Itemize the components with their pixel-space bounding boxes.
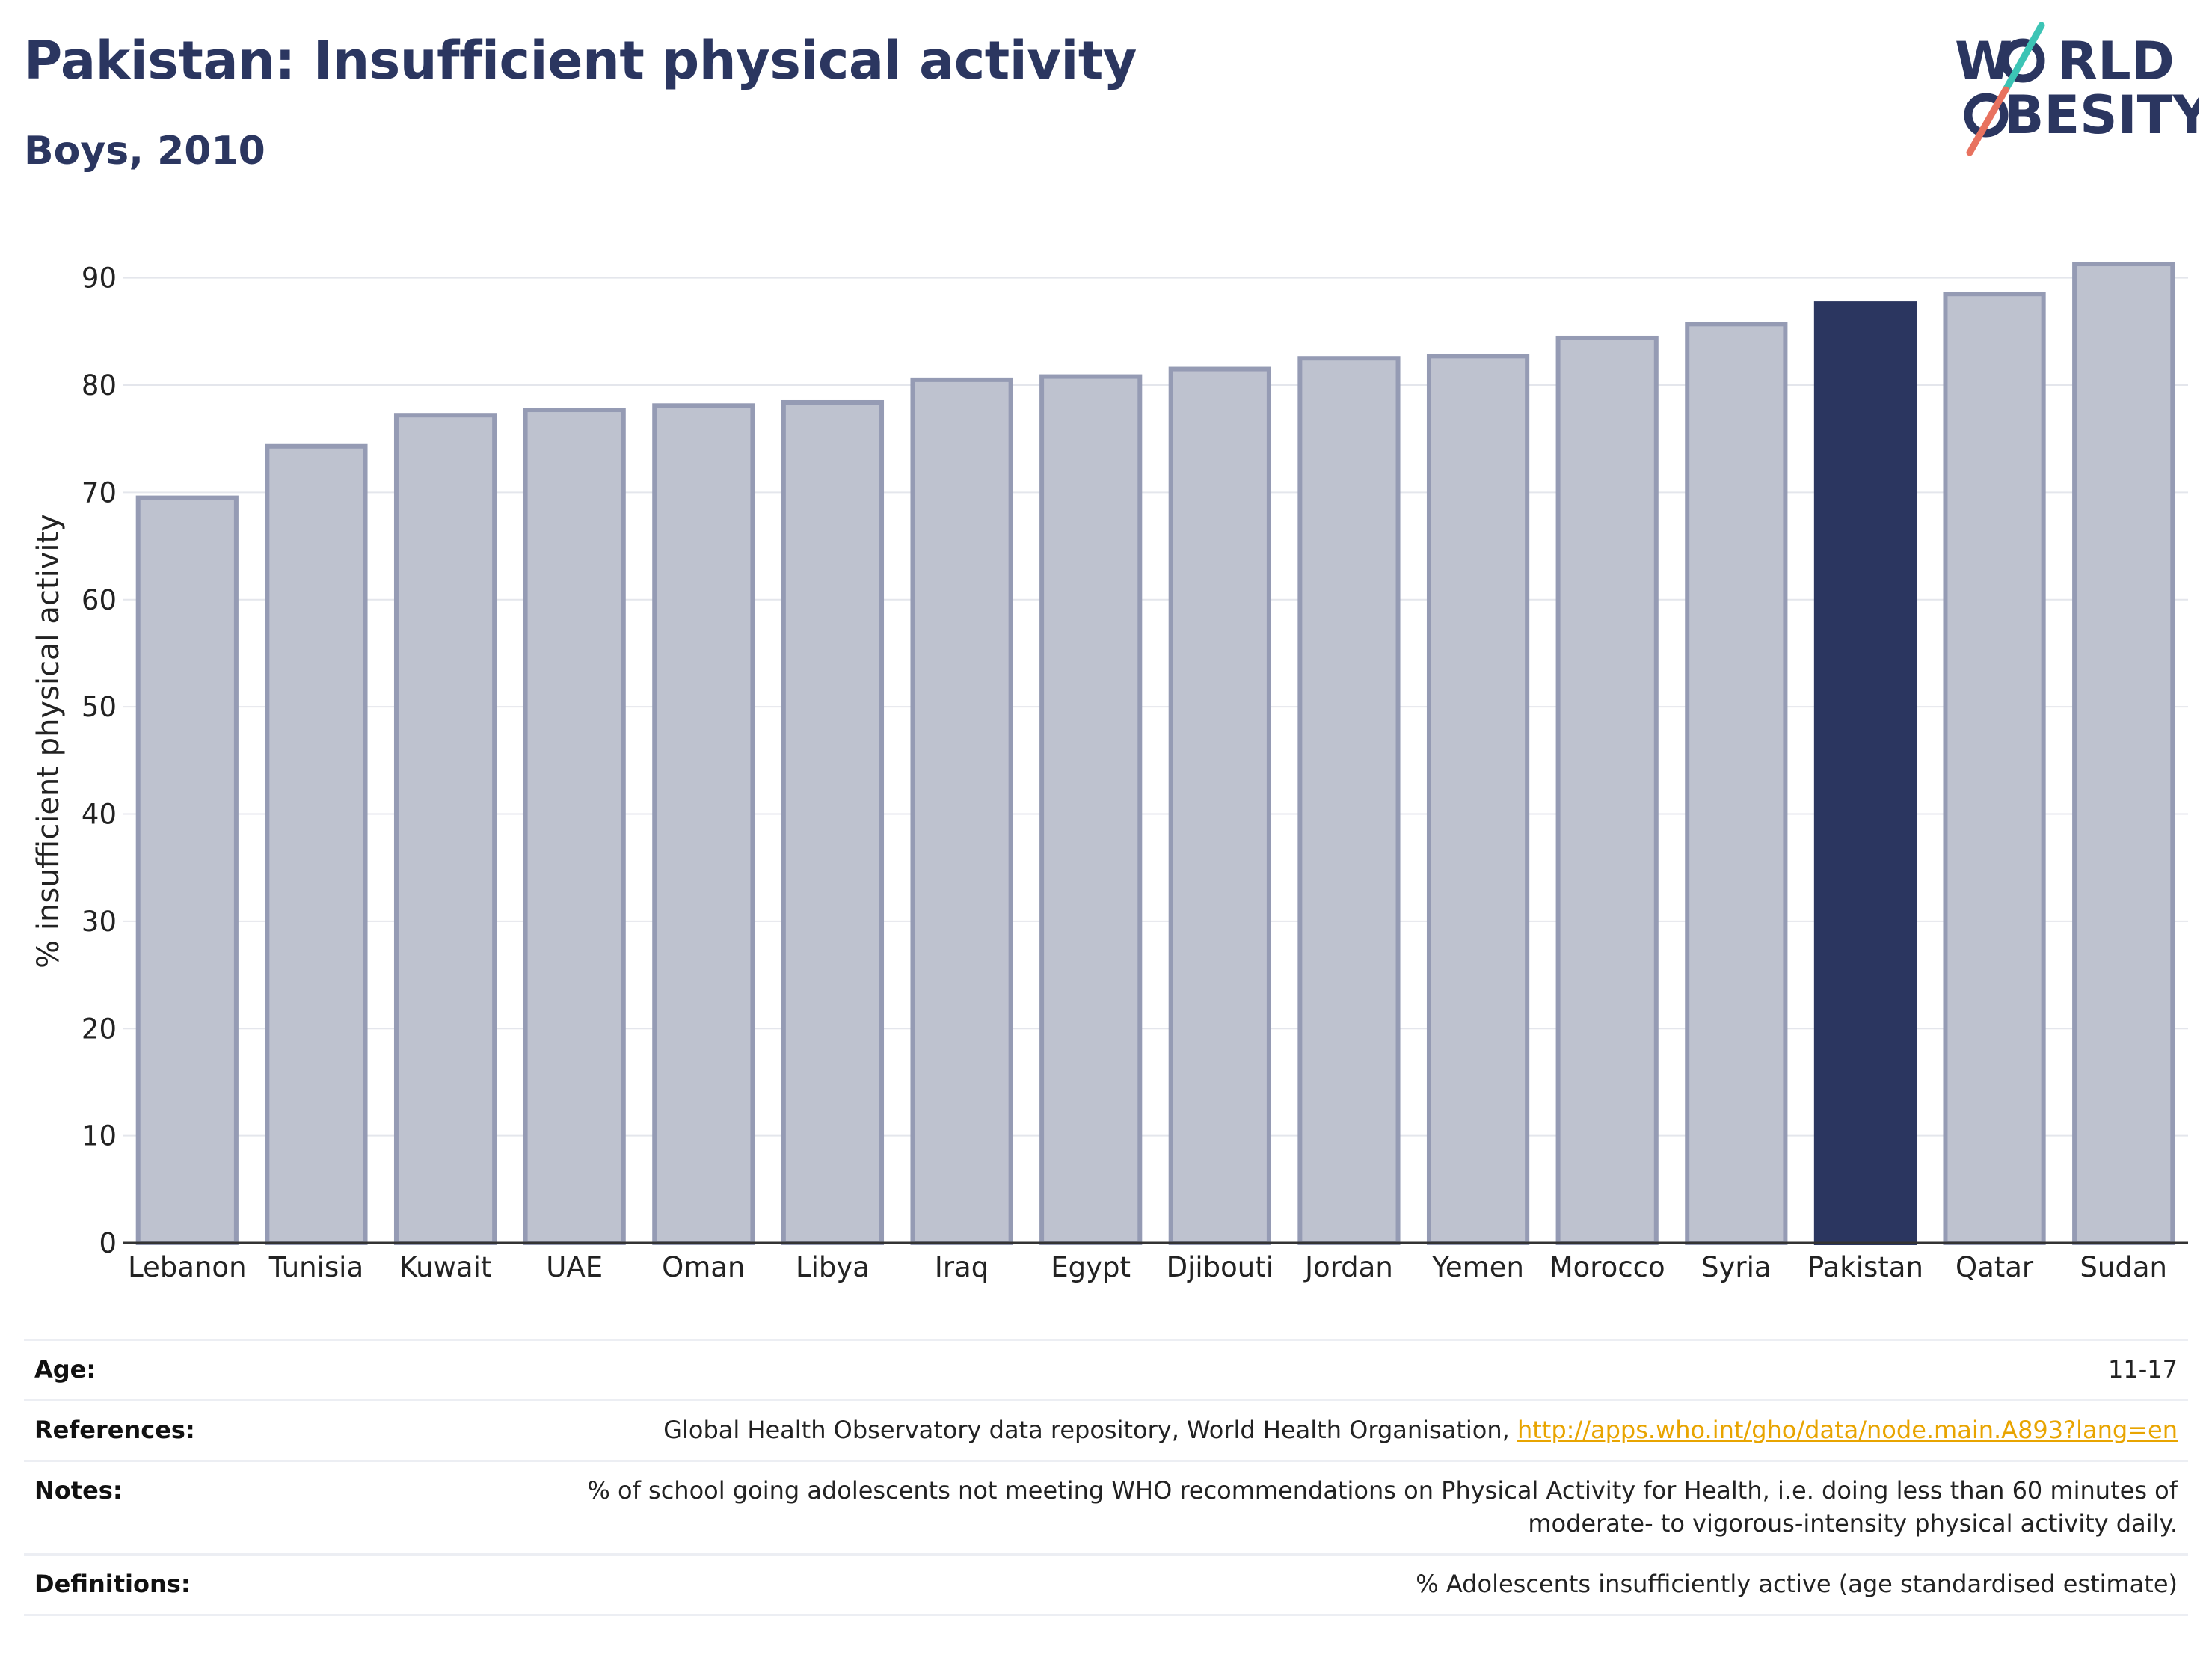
bar-qatar — [1943, 292, 2046, 1246]
logo-slash-teal — [2002, 22, 2045, 93]
x-tick-label: Oman — [662, 1251, 745, 1283]
bar-djibouti — [1168, 366, 1271, 1245]
x-tick-label: Sudan — [2080, 1251, 2167, 1283]
y-tick-label: 20 — [82, 1013, 117, 1045]
logo-slash-coral — [1966, 86, 2009, 156]
page-title: Pakistan: Insufficient physical activity — [24, 30, 1137, 91]
bar-tunisia — [265, 443, 368, 1246]
notes-line-1: % of school going adolescents not meetin… — [587, 1476, 2178, 1505]
x-tick-label: Lebanon — [128, 1251, 246, 1283]
world-obesity-logo: W RLD BESITY — [1955, 22, 2199, 156]
age-value: 11-17 — [2108, 1355, 2178, 1384]
info-row-age: Age: 11-17 — [24, 1339, 2188, 1399]
x-tick-label: Qatar — [1956, 1251, 2034, 1283]
bar-jordan — [1297, 356, 1401, 1245]
references-text: Global Health Observatory data repositor… — [663, 1416, 1517, 1444]
page-subtitle: Boys, 2010 — [24, 129, 265, 174]
x-tick-label: Iraq — [935, 1251, 989, 1283]
info-row-definitions: Definitions: % Adolescents insufficientl… — [24, 1553, 2188, 1616]
logo-o-ring — [2000, 38, 2045, 83]
y-axis-title: % insufficient physical activity — [31, 514, 66, 968]
bar-pakistan — [1813, 301, 1917, 1245]
notes-line-2: moderate- to vigorous-intensity physical… — [1528, 1509, 2178, 1538]
y-tick-labels: 0 10 20 30 40 50 60 70 80 90 — [82, 262, 117, 1259]
notes-value: % of school going adolescents not meetin… — [274, 1474, 2178, 1540]
logo-o-ring-2 — [1964, 93, 2009, 138]
definitions-value: % Adolescents insufficiently active (age… — [1416, 1570, 2178, 1598]
y-tick-label: 30 — [82, 906, 117, 938]
y-tick-label: 10 — [82, 1120, 117, 1152]
bar-libya — [781, 399, 885, 1245]
x-tick-label: Pakistan — [1807, 1251, 1923, 1283]
x-tick-labels: Lebanon Tunisia Kuwait UAE Oman Libya Iraq Egyp… — [128, 1251, 2167, 1283]
x-tick-label: Kuwait — [399, 1251, 492, 1283]
bar-uae — [523, 408, 626, 1245]
y-tick-label: 50 — [82, 691, 117, 723]
logo-text-line2: BESITY — [2004, 85, 2199, 146]
info-row-references: References: Global Health Observatory da… — [24, 1399, 2188, 1460]
y-tick-label: 0 — [99, 1227, 117, 1259]
bar-egypt — [1039, 374, 1143, 1246]
references-label: References: — [34, 1416, 195, 1444]
x-tick-label: Syria — [1701, 1251, 1772, 1283]
bar-syria — [1685, 322, 1788, 1245]
bar-chart: 0 10 20 30 40 50 60 70 80 90 Lebanon Tunisia Kuwait… — [31, 262, 2188, 1283]
x-tick-label: Yemen — [1431, 1251, 1524, 1283]
bar-oman — [652, 403, 755, 1245]
y-tick-label: 80 — [82, 369, 117, 402]
references-link[interactable]: http://apps.who.int/gho/data/node.main.A… — [1517, 1416, 2178, 1444]
info-row-notes: Notes: % of school going adolescents not… — [24, 1460, 2188, 1553]
x-tick-label: Jordan — [1303, 1251, 1393, 1283]
y-tick-label: 60 — [82, 584, 117, 616]
x-tick-label: Tunisia — [268, 1251, 363, 1283]
x-tick-label: Djibouti — [1167, 1251, 1274, 1283]
bar-iraq — [910, 377, 1013, 1246]
y-tick-label: 90 — [82, 262, 117, 295]
definitions-label: Definitions: — [34, 1570, 191, 1598]
x-tick-label: Morocco — [1549, 1251, 1665, 1283]
bar-sudan — [2072, 262, 2175, 1246]
age-label: Age: — [34, 1355, 96, 1384]
bar-lebanon — [135, 495, 239, 1245]
notes-label: Notes: — [34, 1476, 123, 1505]
y-tick-label: 70 — [82, 476, 117, 509]
bar-kuwait — [393, 413, 497, 1245]
x-tick-label: UAE — [546, 1251, 603, 1283]
bar-morocco — [1555, 335, 1659, 1245]
x-tick-label: Libya — [796, 1251, 870, 1283]
x-tick-label: Egypt — [1051, 1251, 1131, 1283]
references-value: Global Health Observatory data repositor… — [274, 1413, 2178, 1446]
bar-yemen — [1426, 354, 1530, 1246]
info-table: Age: 11-17 References: Global Health Obs… — [24, 1339, 2188, 1616]
bars — [135, 262, 2175, 1246]
y-tick-label: 40 — [82, 799, 117, 831]
